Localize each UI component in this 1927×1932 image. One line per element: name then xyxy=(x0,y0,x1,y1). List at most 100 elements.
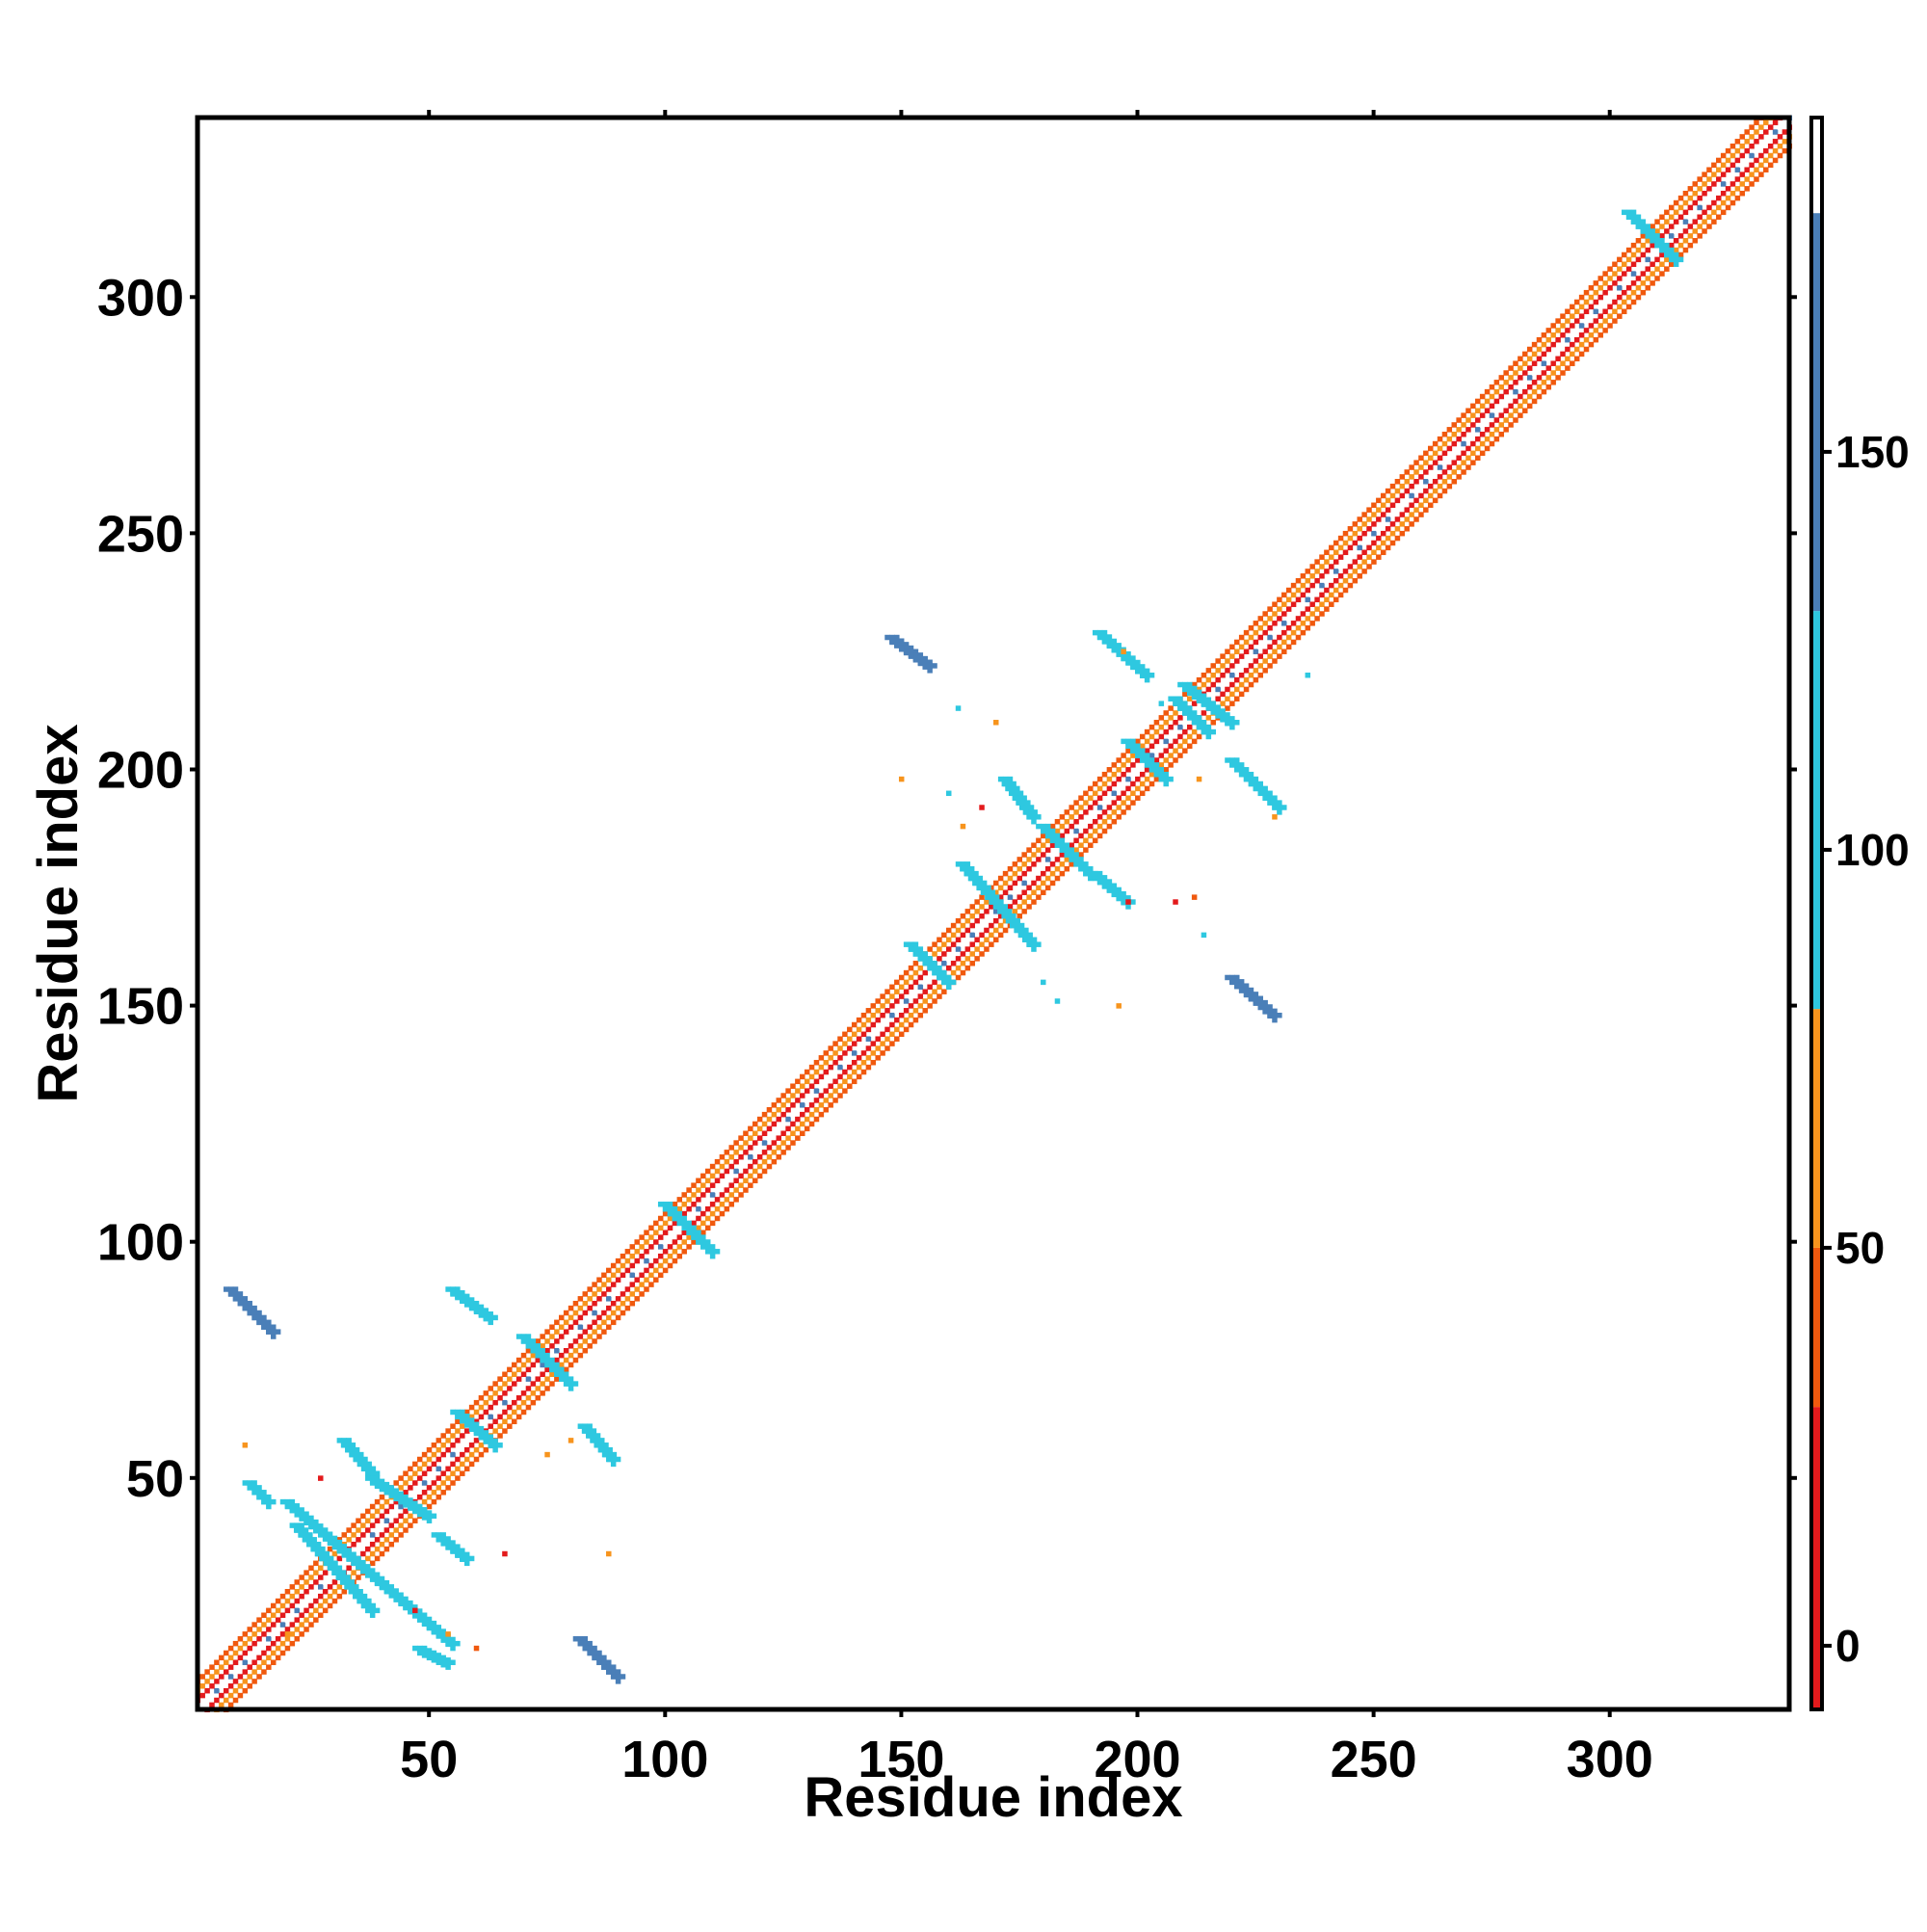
contact-cell xyxy=(704,1249,711,1255)
contact-cell xyxy=(1673,256,1679,263)
contact-cell xyxy=(535,1343,541,1349)
diagonal-cell xyxy=(1526,346,1533,353)
contact-cell xyxy=(336,1570,342,1575)
diagonal-cell xyxy=(1513,380,1518,385)
diagonal-cell xyxy=(379,1522,385,1528)
diagonal-cell xyxy=(1262,629,1268,636)
contact-cell xyxy=(1243,992,1250,997)
contact-cell xyxy=(1229,757,1235,763)
diagonal-cell xyxy=(1531,351,1538,357)
diagonal-cell xyxy=(1578,323,1585,329)
diagonal-cell xyxy=(1148,781,1155,787)
diagonal-cell xyxy=(1536,336,1543,343)
contact-cell xyxy=(1229,724,1235,730)
contact-cell xyxy=(686,1220,692,1227)
diagonal-cell xyxy=(1645,285,1650,291)
diagonal-cell xyxy=(1205,715,1212,721)
diagonal-cell xyxy=(1593,299,1599,305)
diagonal-cell xyxy=(1262,668,1268,674)
contact-cell xyxy=(1139,748,1146,754)
contact-cell xyxy=(927,965,933,971)
contact-cell xyxy=(460,1548,465,1554)
diagonal-cell xyxy=(1101,800,1108,806)
contact-cell xyxy=(964,861,971,867)
diagonal-cell xyxy=(1173,748,1178,754)
diagonal-cell xyxy=(374,1498,381,1505)
diagonal-cell xyxy=(912,998,919,1004)
diagonal-cell xyxy=(1305,577,1311,584)
diagonal-cell xyxy=(294,1579,300,1585)
contact-cell xyxy=(714,1249,721,1255)
contact-cell xyxy=(977,875,984,882)
diagonal-cell xyxy=(818,1111,825,1118)
contact-cell xyxy=(672,1215,678,1222)
diagonal-cell xyxy=(1451,440,1457,447)
diagonal-cell xyxy=(1243,676,1250,683)
contact-point xyxy=(544,1451,550,1458)
contact-cell xyxy=(1262,785,1268,792)
diagonal-cell xyxy=(823,1050,830,1056)
diagonal-cell xyxy=(1125,757,1131,763)
diagonal-cell xyxy=(761,1111,768,1118)
diagonal-cell xyxy=(847,1064,853,1071)
diagonal-cell xyxy=(209,1702,215,1708)
diagonal-cell xyxy=(1720,209,1727,216)
diagonal-cell xyxy=(1026,857,1032,862)
contact-cell xyxy=(318,1531,324,1537)
diagonal-cell xyxy=(1503,380,1509,385)
contact-cell xyxy=(1173,701,1178,706)
diagonal-cell xyxy=(393,1508,399,1515)
diagonal-cell xyxy=(507,1386,513,1391)
diagonal-cell xyxy=(667,1215,673,1222)
contact-cell xyxy=(365,1564,371,1570)
diagonal-cell xyxy=(828,1064,833,1071)
contact-cell xyxy=(1001,781,1008,787)
contact-cell xyxy=(968,870,974,877)
diagonal-cell xyxy=(1570,323,1575,329)
diagonal-cell xyxy=(587,1296,593,1302)
contact-cell xyxy=(336,1544,343,1549)
contact-cell xyxy=(1031,937,1038,943)
diagonal-cell xyxy=(1130,800,1136,806)
diagonal-cell xyxy=(1101,809,1108,815)
diagonal-cell xyxy=(1262,648,1268,654)
diagonal-cell xyxy=(955,974,962,981)
diagonal-cell xyxy=(1465,417,1471,423)
diagonal-cell xyxy=(1059,823,1066,830)
diagonal-cell xyxy=(535,1386,541,1391)
contact-cell xyxy=(667,1210,673,1217)
diagonal-cell xyxy=(403,1480,409,1486)
diagonal-cell xyxy=(279,1650,286,1656)
contact-cell xyxy=(251,1305,257,1311)
diagonal-cell xyxy=(1498,422,1505,428)
diagonal-cell xyxy=(294,1627,300,1632)
diagonal-cell xyxy=(1016,865,1023,872)
contact-cell xyxy=(1031,814,1037,820)
contact-cell xyxy=(696,1234,701,1240)
diagonal-cell xyxy=(1361,549,1367,556)
contact-cell xyxy=(563,1371,569,1377)
contact-cell xyxy=(1130,659,1136,666)
contact-cell xyxy=(1277,800,1282,806)
diagonal-cell xyxy=(1560,370,1566,376)
diagonal-cell xyxy=(912,1008,919,1014)
contact-cell xyxy=(1272,1012,1278,1019)
diagonal-cell xyxy=(450,1423,456,1429)
diagonal-cell xyxy=(917,974,924,981)
diagonal-cell xyxy=(1148,733,1155,740)
contact-cell xyxy=(294,1522,300,1528)
contact-cell xyxy=(315,1541,322,1548)
diagonal-cell xyxy=(808,1102,815,1108)
contact-cell xyxy=(1201,728,1207,735)
diagonal-cell xyxy=(1602,280,1608,286)
diagonal-cell xyxy=(1267,606,1273,612)
diagonal-cell xyxy=(1229,681,1235,688)
contact-cell xyxy=(1262,795,1268,801)
contact-cell xyxy=(350,1442,356,1448)
contact-cell xyxy=(903,645,910,651)
diagonal-cell xyxy=(1125,785,1131,792)
contact-cell xyxy=(1049,828,1056,834)
diagonal-cell xyxy=(629,1262,636,1269)
diagonal-cell xyxy=(884,1008,890,1014)
contact-cell xyxy=(398,1600,404,1606)
